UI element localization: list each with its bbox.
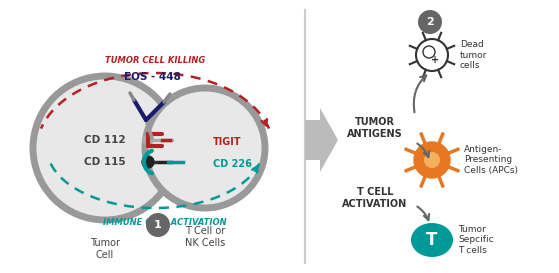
Text: CD 115: CD 115 xyxy=(84,157,126,167)
Text: CD 226: CD 226 xyxy=(213,159,252,169)
Text: +: + xyxy=(431,55,439,65)
Circle shape xyxy=(143,135,153,145)
Circle shape xyxy=(145,88,265,208)
Text: Tumor
Cell: Tumor Cell xyxy=(90,238,120,260)
Polygon shape xyxy=(305,108,338,172)
Circle shape xyxy=(418,10,442,34)
Text: Antigen-
Presenting
Cells (APCs): Antigen- Presenting Cells (APCs) xyxy=(464,145,518,175)
Text: EOS - 448: EOS - 448 xyxy=(124,72,181,82)
Text: 1: 1 xyxy=(154,220,162,230)
Circle shape xyxy=(414,142,450,178)
Text: TIGIT: TIGIT xyxy=(213,137,241,147)
Circle shape xyxy=(424,152,440,168)
Text: TUMOR
ANTIGENS: TUMOR ANTIGENS xyxy=(347,117,403,139)
Ellipse shape xyxy=(411,223,453,257)
Text: T: T xyxy=(427,231,438,249)
Circle shape xyxy=(142,156,154,168)
Text: T CELL
ACTIVATION: T CELL ACTIVATION xyxy=(342,187,408,209)
Text: T Cell or
NK Cells: T Cell or NK Cells xyxy=(185,226,225,248)
Text: TUMOR CELL KILLING: TUMOR CELL KILLING xyxy=(105,56,205,65)
Text: CD 112: CD 112 xyxy=(84,135,126,145)
Circle shape xyxy=(416,39,448,71)
Text: 2: 2 xyxy=(426,17,434,27)
Circle shape xyxy=(33,76,177,220)
Text: Dead
tumor
cells: Dead tumor cells xyxy=(460,40,487,70)
Circle shape xyxy=(146,213,170,237)
Text: IMMUNE CELL ACTIVATION: IMMUNE CELL ACTIVATION xyxy=(103,218,227,227)
Text: Tumor
Sepcific
T cells: Tumor Sepcific T cells xyxy=(458,225,494,255)
